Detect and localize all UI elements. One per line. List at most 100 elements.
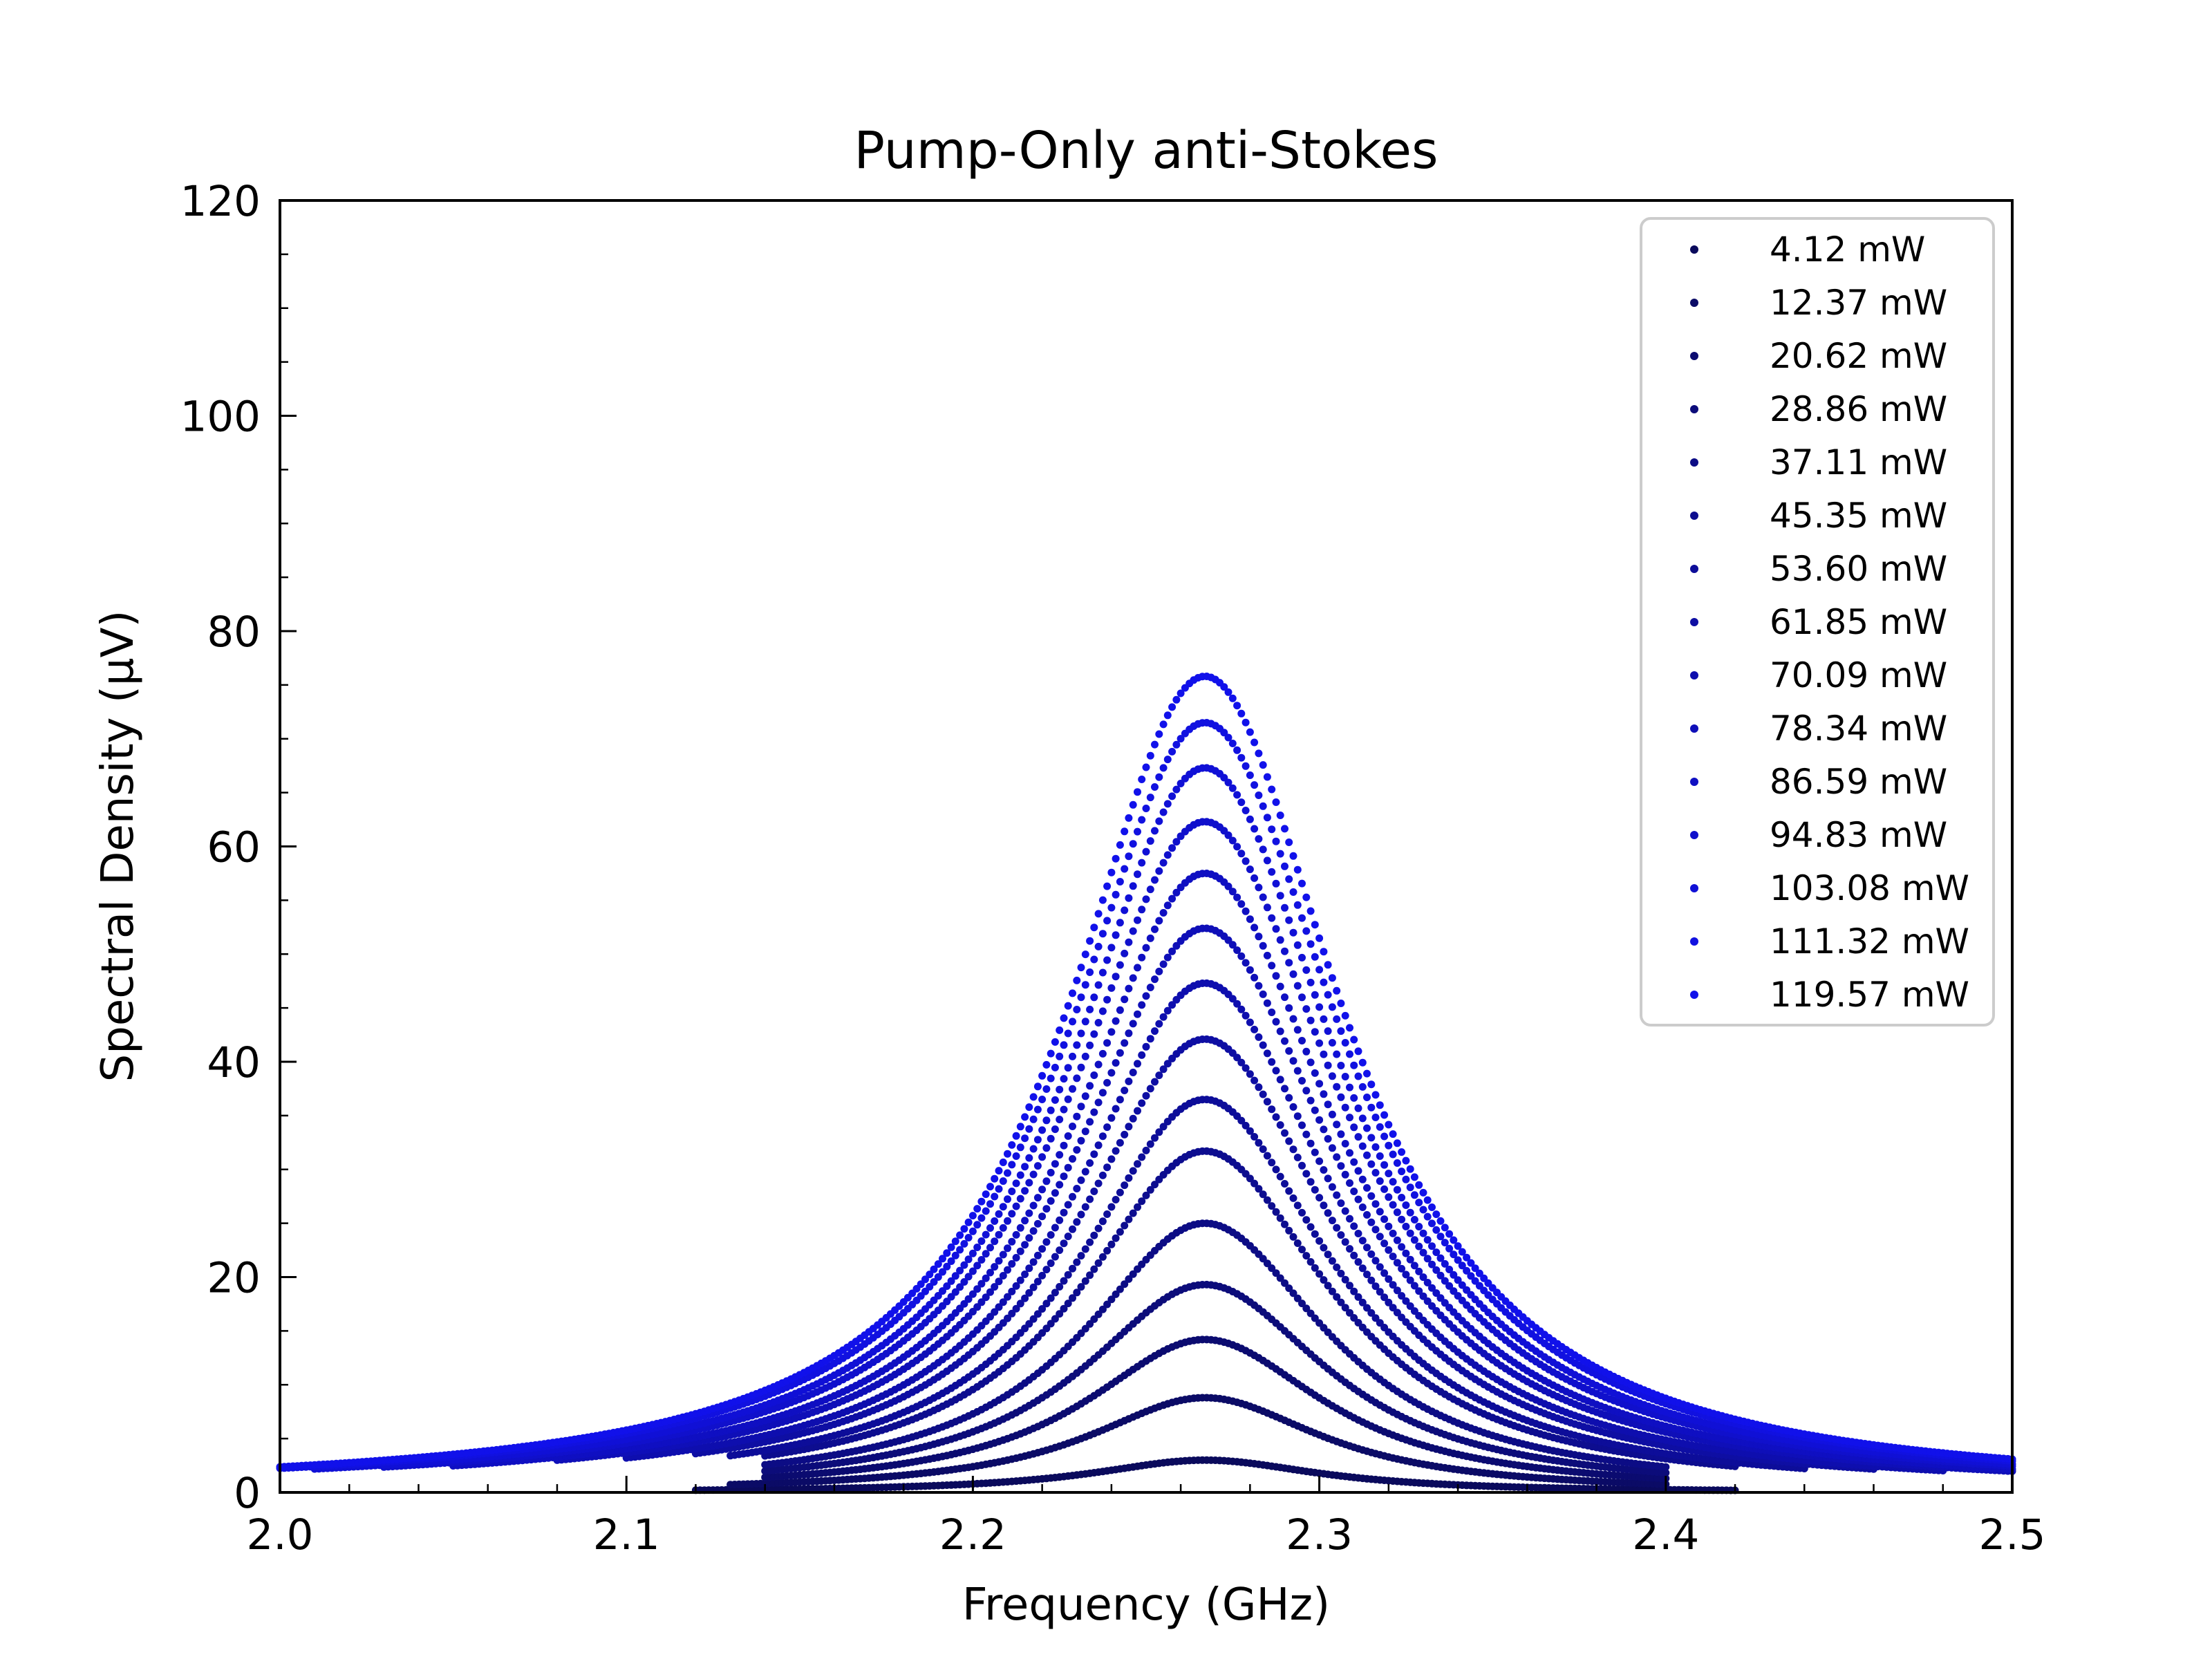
x-axis-label: Frequency (GHz) — [962, 1580, 1330, 1631]
data-point — [964, 1273, 973, 1281]
data-point — [1415, 1199, 1423, 1207]
data-point — [1103, 1078, 1112, 1087]
data-point — [939, 1255, 946, 1263]
data-point — [1432, 1210, 1441, 1219]
data-point — [999, 1298, 1007, 1306]
data-point — [1042, 1238, 1051, 1246]
data-point — [1151, 827, 1159, 835]
data-point — [1042, 1266, 1051, 1274]
data-point — [1116, 841, 1124, 849]
data-point — [1094, 1098, 1103, 1107]
data-point — [1298, 914, 1306, 922]
data-point — [1324, 1027, 1332, 1035]
data-point — [1398, 1243, 1406, 1251]
data-point — [1146, 984, 1154, 991]
data-point — [1385, 1246, 1393, 1254]
data-point — [1116, 878, 1124, 885]
data-point — [1012, 1152, 1020, 1160]
data-point — [1228, 740, 1237, 747]
data-point — [1376, 1232, 1384, 1241]
data-point — [1467, 1259, 1475, 1267]
data-point — [1367, 1134, 1376, 1142]
legend-entry: 20.62 mW — [1690, 336, 1947, 376]
data-point — [1094, 910, 1103, 918]
data-point — [1346, 1215, 1353, 1223]
data-point — [1306, 1178, 1315, 1186]
data-point — [1237, 753, 1246, 762]
data-point — [1662, 1469, 1670, 1477]
data-point — [964, 1234, 973, 1241]
data-point — [1042, 1116, 1051, 1125]
data-point — [1237, 1116, 1246, 1125]
data-point — [951, 1237, 959, 1246]
data-point — [1333, 1293, 1341, 1301]
data-point — [1163, 711, 1172, 720]
data-point — [1311, 1028, 1319, 1036]
data-point — [1056, 1052, 1064, 1060]
data-point — [1107, 1240, 1116, 1248]
data-point — [1107, 1069, 1116, 1077]
data-point — [1224, 831, 1232, 839]
data-point — [1073, 1006, 1081, 1013]
data-point — [1306, 1096, 1315, 1105]
data-point — [1371, 1257, 1380, 1265]
legend-label: 103.08 mW — [1770, 868, 1969, 908]
data-point — [1042, 1205, 1051, 1213]
data-point — [1107, 1203, 1116, 1211]
data-point — [1168, 703, 1177, 711]
data-point — [1298, 1077, 1306, 1085]
data-point — [1220, 683, 1228, 691]
data-point — [1029, 1115, 1038, 1123]
data-point — [1398, 1292, 1406, 1300]
data-point — [1025, 1288, 1033, 1297]
data-point — [968, 1212, 977, 1220]
data-point — [1328, 1217, 1336, 1225]
data-point — [1423, 1279, 1432, 1286]
data-point — [1298, 1208, 1306, 1217]
data-point — [930, 1278, 938, 1286]
data-point — [1220, 729, 1228, 737]
data-point — [1358, 1058, 1367, 1067]
data-point — [1021, 1271, 1029, 1278]
data-point — [1419, 1229, 1427, 1237]
data-point — [1125, 894, 1133, 902]
data-point — [1402, 1175, 1410, 1183]
data-point — [1333, 1082, 1341, 1091]
data-point — [1121, 949, 1129, 957]
data-point — [1134, 916, 1141, 924]
data-point — [1337, 1269, 1345, 1277]
data-point — [1272, 837, 1280, 845]
data-point — [1051, 1125, 1059, 1134]
data-point — [1172, 838, 1181, 846]
data-point — [1151, 925, 1159, 933]
data-point — [1146, 934, 1154, 942]
legend-marker — [1690, 884, 1698, 892]
data-point — [1038, 1153, 1047, 1161]
data-point — [1324, 1100, 1332, 1109]
data-point — [1393, 1236, 1401, 1244]
data-point — [1233, 843, 1241, 851]
data-point — [1051, 1253, 1059, 1261]
data-point — [1038, 1071, 1047, 1080]
data-point — [1163, 953, 1172, 962]
data-point — [1410, 1173, 1418, 1181]
data-point — [1441, 1277, 1449, 1285]
data-point — [973, 1262, 982, 1270]
data-point — [1320, 1125, 1328, 1134]
data-point — [1012, 1282, 1020, 1290]
data-point — [995, 1185, 1003, 1193]
data-point — [1445, 1266, 1454, 1273]
data-point — [1337, 1298, 1345, 1306]
data-point — [1138, 816, 1146, 824]
data-point — [1450, 1236, 1458, 1244]
data-point — [1276, 1121, 1284, 1129]
data-point — [1125, 1029, 1133, 1038]
data-point — [1346, 1083, 1353, 1091]
data-point — [1228, 694, 1237, 702]
data-point — [982, 1230, 990, 1239]
data-point — [1337, 1231, 1345, 1239]
data-point — [1134, 1010, 1141, 1018]
data-point — [995, 1230, 1003, 1239]
data-point — [973, 1244, 982, 1251]
data-point — [995, 1303, 1003, 1311]
